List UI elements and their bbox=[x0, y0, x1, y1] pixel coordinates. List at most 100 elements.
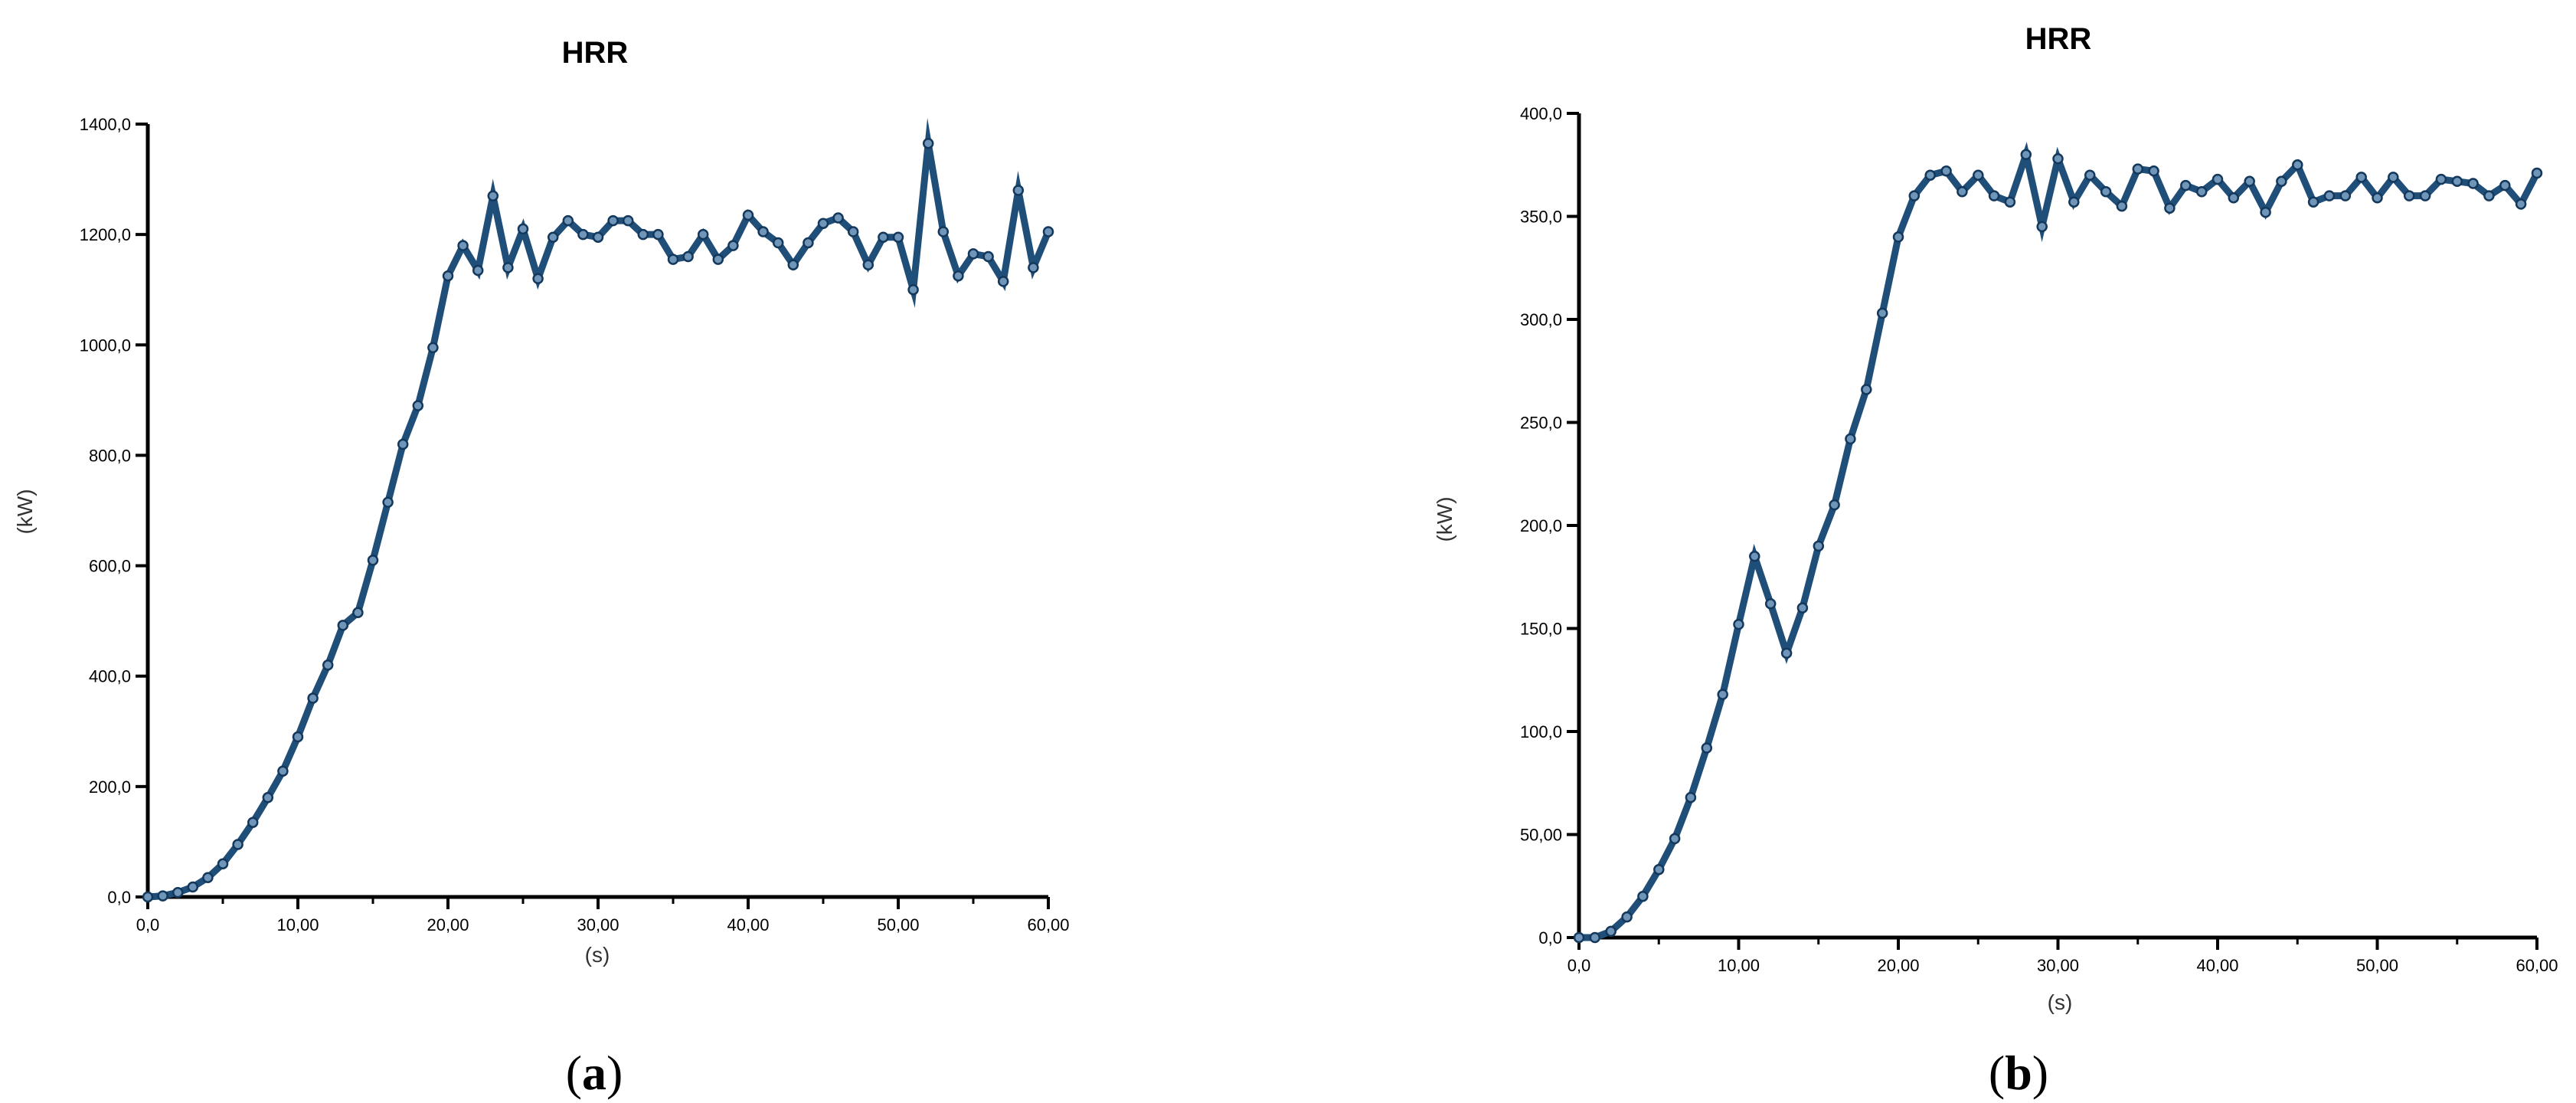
chart-b-data-point bbox=[2276, 175, 2287, 188]
chart-a-data-point bbox=[697, 228, 709, 241]
chart-a-data-point bbox=[712, 254, 724, 265]
chart-b-data-point bbox=[2388, 172, 2399, 183]
chart-b-data-point bbox=[1637, 890, 1649, 902]
chart-a-y-tick-label: 1400,0 bbox=[80, 115, 131, 134]
chart-a-data-point bbox=[907, 283, 919, 296]
chart-a-data-point bbox=[967, 248, 979, 260]
chart-a-data-point bbox=[547, 231, 559, 243]
chart-a-series-line bbox=[142, 117, 1054, 903]
chart-a-data-point bbox=[787, 259, 799, 271]
chart-b-data-point bbox=[1621, 911, 1633, 923]
chart-a-data-point bbox=[187, 881, 199, 893]
chart-b-data-point bbox=[2419, 190, 2431, 201]
chart-a-data-point bbox=[607, 214, 619, 227]
chart-b-data-point bbox=[1988, 190, 2000, 201]
chart-b-data-point bbox=[2036, 221, 2048, 233]
chart-a-data-point bbox=[878, 231, 889, 243]
chart-a-data-point bbox=[142, 891, 154, 903]
chart-b-data-point bbox=[2499, 179, 2511, 191]
chart-b-data-point bbox=[2052, 152, 2064, 165]
chart-a-x-tick-label: 60,00 bbox=[1027, 915, 1069, 934]
chart-b-data-point bbox=[1908, 190, 1921, 201]
chart-b-data-point bbox=[2068, 196, 2080, 208]
chart-a-data-point bbox=[442, 270, 454, 282]
chart-b-y-tick-label: 400,0 bbox=[1520, 104, 1562, 123]
chart-b-y-tick-label: 0,0 bbox=[1538, 928, 1562, 948]
chart-a-data-point bbox=[577, 228, 589, 241]
chart-b-x-tick-label: 50,00 bbox=[2356, 956, 2398, 975]
chart-a-y-tick-label: 200,0 bbox=[89, 777, 131, 797]
chart-a-y-tick-label: 1200,0 bbox=[80, 225, 131, 244]
chart-a-data-point bbox=[322, 660, 334, 671]
panel-label-a-open: ( bbox=[566, 1046, 582, 1100]
chart-a-data-point bbox=[277, 765, 289, 777]
chart-a-data-point bbox=[592, 231, 604, 243]
chart-a-data-point bbox=[622, 214, 634, 227]
chart-b-data-point bbox=[2148, 165, 2159, 177]
chart-b-data-point bbox=[1924, 169, 1936, 181]
chart-b-y-tick-label: 50,00 bbox=[1520, 826, 1562, 845]
chart-a-series-0-line bbox=[147, 117, 1052, 901]
chart-b-data-point bbox=[1813, 540, 1825, 552]
chart-a-data-point bbox=[307, 692, 319, 704]
chart-b-x-tick-label: 20,00 bbox=[1877, 956, 1919, 975]
chart-a-data-point bbox=[487, 190, 499, 201]
chart-a-data-point bbox=[953, 270, 964, 282]
chart-b-data-point bbox=[2100, 185, 2112, 198]
chart-b-data-point bbox=[2004, 196, 2016, 208]
chart-b-data-point bbox=[1669, 833, 1681, 845]
chart-a-data-point bbox=[457, 240, 469, 251]
chart-a-data-point bbox=[412, 400, 424, 411]
chart-a-x-tick-label: 50,00 bbox=[877, 915, 919, 934]
chart-b-data-point bbox=[2339, 190, 2352, 201]
chart-b-data-point bbox=[2403, 190, 2415, 201]
chart-b-data-point bbox=[1685, 791, 1697, 804]
chart-a-data-point bbox=[232, 839, 244, 850]
chart-b-data-point bbox=[1573, 931, 1585, 944]
chart-a-data-point bbox=[397, 438, 409, 450]
chart-a-data-point bbox=[472, 264, 484, 277]
chart-a-data-point bbox=[157, 890, 168, 902]
chart-a-data-point bbox=[667, 254, 679, 265]
chart-b-data-point bbox=[1829, 499, 1840, 511]
chart-a-data-point bbox=[1012, 185, 1025, 196]
panel-label-b: (b) bbox=[1989, 1046, 2048, 1100]
chart-a-data-point bbox=[202, 872, 214, 884]
chart-a-data-point bbox=[803, 237, 814, 249]
chart-b-data-point bbox=[1605, 925, 1617, 938]
chart-b-data-point bbox=[2307, 196, 2319, 208]
chart-b-data-point bbox=[2084, 169, 2096, 181]
chart-b-data-point bbox=[1845, 433, 1856, 445]
chart-a-data-point bbox=[997, 276, 1009, 287]
chart-a-data-point bbox=[847, 226, 859, 237]
chart-b-data-point bbox=[1653, 863, 1665, 876]
chart-b-data-point bbox=[2244, 175, 2255, 188]
chart-a-data-point bbox=[517, 223, 529, 235]
chart-b-data-point bbox=[1764, 597, 1777, 610]
chart-b-series-line bbox=[1573, 142, 2543, 944]
chart-a-x-tick-label: 40,00 bbox=[727, 915, 769, 934]
chart-b-data-point bbox=[2228, 192, 2240, 204]
chart-b: HRR (kW) (s) 0,0 50,00 100,0 150,0 200,0 250,… bbox=[1433, 22, 2558, 1014]
chart-b-data-point bbox=[2260, 206, 2271, 218]
chart-b-data-point bbox=[2195, 185, 2208, 198]
chart-b-data-point bbox=[2467, 178, 2479, 189]
chart-b-data-point bbox=[2372, 192, 2383, 204]
chart-a: HRR (kW) (s) 0,0 200,0 400,0 600,0 800,0 1000… bbox=[13, 36, 1070, 967]
chart-b-y-tick-label: 350,0 bbox=[1520, 208, 1562, 227]
chart-a-data-point bbox=[862, 259, 874, 271]
chart-b-data-point bbox=[2116, 200, 2128, 212]
chart-a-axes: 0,0 200,0 400,0 600,0 800,0 1000,0 1200,0 1400,… bbox=[80, 115, 1070, 934]
chart-b-data-point bbox=[1796, 602, 1809, 614]
chart-b-y-tick-label: 150,0 bbox=[1520, 620, 1562, 639]
chart-a-xlabel: (s) bbox=[585, 943, 610, 967]
chart-a-data-point bbox=[217, 858, 229, 870]
chart-b-data-point bbox=[1861, 384, 1872, 395]
chart-a-y-tick-label: 400,0 bbox=[89, 667, 131, 686]
chart-b-data-point bbox=[1940, 165, 1952, 177]
chart-b-data-point bbox=[2212, 173, 2224, 185]
chart-b-data-point bbox=[1780, 647, 1793, 660]
chart-a-data-point bbox=[337, 620, 349, 631]
chart-b-y-tick-label: 200,0 bbox=[1520, 516, 1562, 535]
chart-a-data-point bbox=[892, 231, 904, 243]
